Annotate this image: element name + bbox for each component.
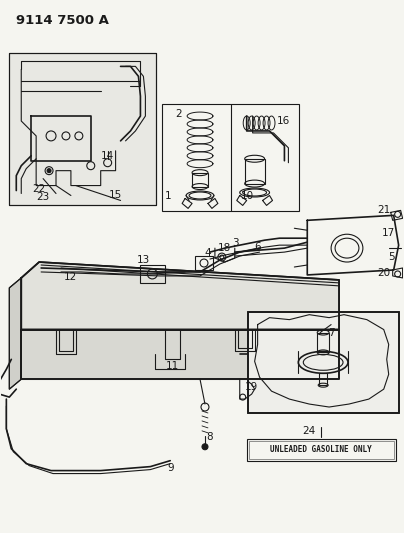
Bar [141,265,165,283]
Polygon shape [21,329,339,379]
Text: 14: 14 [101,151,114,161]
Text: 13: 13 [137,255,150,265]
Polygon shape [21,262,339,329]
Text: 6: 6 [254,242,261,252]
Text: 1: 1 [165,191,172,201]
Text: 12: 12 [64,272,78,282]
Text: 18: 18 [218,243,231,253]
Bar [248,312,399,413]
Text: 4: 4 [205,248,211,258]
Text: 23: 23 [36,192,50,203]
Text: 15: 15 [109,190,122,200]
Bar [192,173,208,187]
Text: 19: 19 [245,382,258,392]
Bar [9,53,156,205]
Text: UNLEADED GASOLINE ONLY: UNLEADED GASOLINE ONLY [270,445,372,454]
Text: 16: 16 [277,116,290,126]
Circle shape [202,444,208,450]
Bar [245,159,265,183]
Bar [162,104,299,212]
Bar [319,373,327,385]
Text: 17: 17 [382,228,396,238]
Text: 10: 10 [241,191,254,201]
Text: 24: 24 [303,426,316,436]
Polygon shape [9,278,21,389]
Text: 2: 2 [175,109,181,119]
Bar [9,53,156,205]
Text: 3: 3 [232,238,239,248]
Text: 20: 20 [377,268,390,278]
Text: 7: 7 [328,328,335,337]
Bar [195,256,213,270]
Bar [248,312,399,413]
Bar [247,439,396,461]
Text: 9: 9 [167,463,174,473]
Bar [249,441,393,459]
Text: 9114 7500 A: 9114 7500 A [16,14,109,27]
Text: 22: 22 [32,183,46,193]
Text: 8: 8 [206,432,213,442]
Text: 5: 5 [388,252,395,262]
Text: 11: 11 [166,361,179,372]
Bar [317,333,329,352]
Text: 21: 21 [377,205,390,215]
Circle shape [47,168,51,173]
